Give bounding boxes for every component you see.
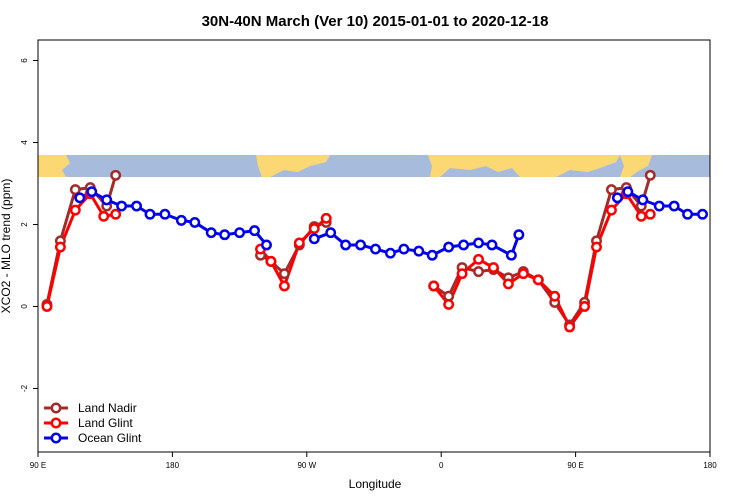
x-tick-label: 90 W — [297, 461, 316, 470]
map-strip — [38, 155, 710, 177]
data-point — [98, 210, 110, 222]
y-tick-label: -2 — [20, 384, 29, 392]
data-point — [622, 186, 634, 198]
data-point — [41, 301, 53, 312]
x-tick-label: 0 — [439, 461, 444, 470]
data-point — [513, 229, 525, 241]
legend-marker — [50, 432, 62, 444]
data-point — [261, 239, 272, 251]
data-point — [505, 249, 517, 261]
data-point — [653, 200, 665, 212]
data-point — [308, 223, 320, 235]
data-point — [697, 208, 708, 220]
data-point — [308, 233, 320, 245]
data-point — [532, 274, 544, 286]
data-point — [74, 192, 86, 204]
legend-label: Land Nadir — [78, 401, 137, 415]
data-point — [611, 192, 623, 204]
data-point — [644, 208, 656, 220]
data-point — [54, 241, 66, 253]
data-point — [605, 184, 617, 196]
data-point — [644, 169, 656, 181]
data-point — [456, 268, 468, 280]
data-point — [591, 241, 602, 253]
x-tick-label: 90 E — [567, 461, 583, 470]
y-tick-label: 2 — [20, 222, 29, 227]
data-point — [278, 280, 290, 292]
plot-frame — [37, 39, 711, 453]
data-point — [340, 239, 352, 251]
x-tick-label: 180 — [166, 461, 180, 470]
data-point — [175, 214, 187, 226]
data-point — [428, 280, 440, 292]
data-point — [549, 290, 561, 302]
data-point — [443, 298, 455, 310]
y-axis-label: XCO2 - MLO trend (ppm) — [0, 179, 13, 314]
data-point — [398, 243, 410, 255]
data-point — [579, 301, 591, 312]
land — [620, 155, 652, 177]
legend-marker — [50, 402, 62, 414]
data-point — [69, 184, 81, 196]
data-point — [488, 262, 499, 273]
data-point — [189, 216, 201, 228]
y-tick-label: 0 — [20, 304, 29, 309]
legend-marker — [50, 417, 62, 429]
data-point — [355, 239, 367, 251]
data-point — [605, 204, 617, 216]
data-point — [517, 268, 529, 280]
data-point — [69, 204, 81, 216]
data-point — [668, 200, 680, 212]
data-point — [473, 266, 484, 278]
data-point — [278, 268, 290, 280]
data-point — [635, 210, 647, 222]
data-point — [637, 194, 649, 206]
data-point — [205, 227, 217, 239]
data-point — [458, 239, 470, 251]
data-point — [131, 200, 143, 212]
land — [38, 155, 70, 177]
data-point — [320, 212, 332, 224]
data-point — [370, 243, 381, 255]
data-point — [486, 239, 498, 251]
data-point — [502, 278, 514, 290]
x-tick-label: 90 E — [30, 461, 46, 470]
data-point — [116, 200, 128, 212]
data-point — [110, 208, 122, 220]
series-line — [45, 192, 651, 329]
data-point — [219, 229, 231, 241]
data-point — [682, 208, 694, 220]
data-point — [144, 208, 156, 220]
land — [256, 155, 330, 177]
legend-label: Land Glint — [78, 416, 133, 430]
x-axis-label: Longitude — [349, 477, 402, 491]
data-point — [384, 247, 396, 259]
data-point — [443, 241, 455, 253]
chart-title: 30N-40N March (Ver 10) 2015-01-01 to 202… — [202, 13, 549, 30]
land — [428, 155, 620, 177]
data-point — [473, 253, 484, 265]
x-tick-label: 180 — [703, 461, 717, 470]
data-point — [159, 208, 171, 220]
data-point — [101, 194, 113, 206]
data-point — [249, 225, 260, 237]
data-point — [234, 227, 246, 239]
y-tick-label: 6 — [20, 58, 29, 63]
data-point — [413, 245, 425, 257]
legend-label: Ocean Glint — [78, 431, 142, 445]
data-point — [426, 249, 438, 261]
y-tick-label: 4 — [20, 140, 29, 145]
data-point — [110, 169, 122, 181]
data-point — [265, 255, 277, 267]
data-point — [473, 237, 484, 249]
data-point — [86, 186, 98, 198]
data-point — [293, 237, 305, 249]
data-point — [564, 321, 576, 333]
data-point — [325, 227, 337, 239]
